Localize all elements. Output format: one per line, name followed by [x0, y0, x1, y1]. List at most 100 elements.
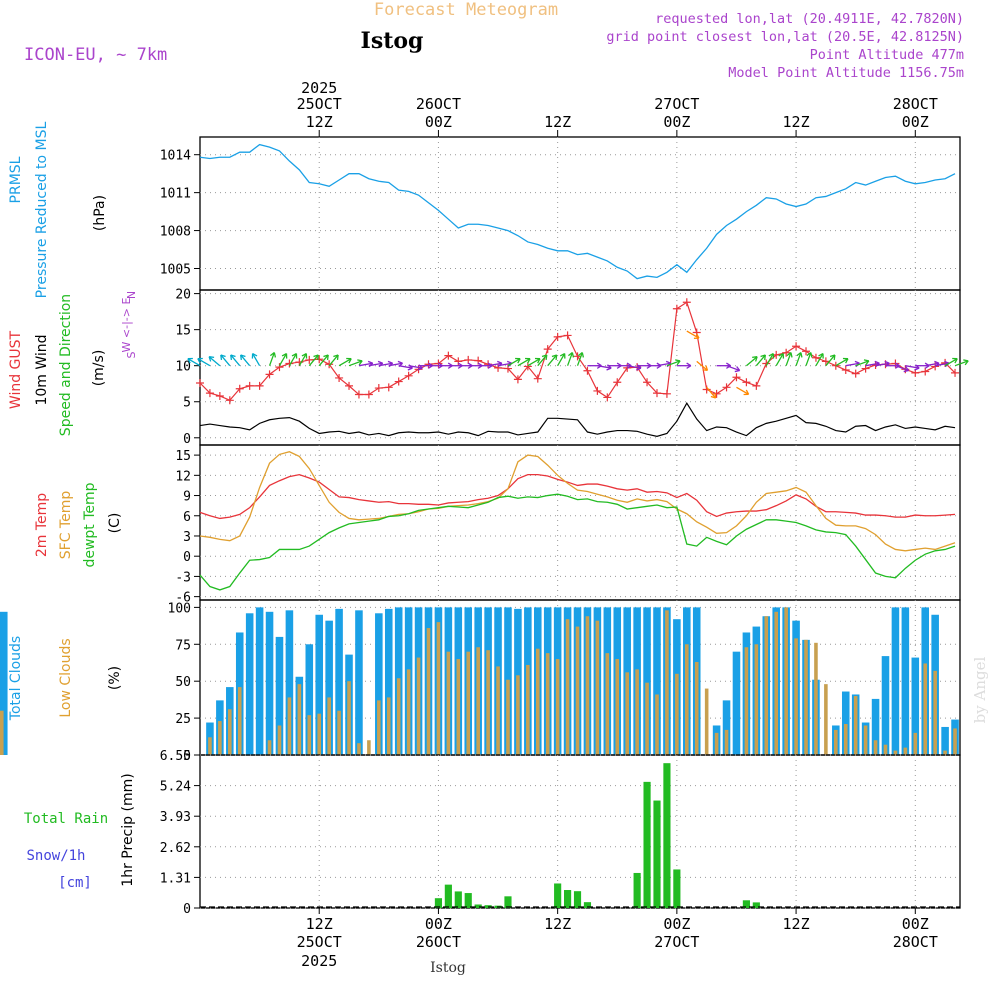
gust-marker	[196, 379, 204, 387]
wind-arrow	[845, 362, 860, 367]
wind-arrow	[547, 354, 558, 367]
wind-arrow	[954, 360, 969, 367]
wind-arrow	[398, 365, 413, 369]
low-cloud-bar	[625, 672, 629, 755]
y-tick-label: 5.24	[160, 780, 191, 795]
low-cloud-bar	[228, 709, 232, 755]
low-cloud-bar	[843, 724, 848, 755]
gust-marker	[662, 389, 671, 398]
y-axis-label: (%)	[107, 666, 123, 690]
y-axis-label: Speed and Direction	[58, 294, 74, 436]
low-cloud-bar	[635, 669, 639, 755]
temp2m-line	[199, 473, 956, 520]
bottom-time-label: 25OCT	[297, 933, 342, 951]
top-time-label: 12Z	[544, 113, 571, 131]
gust-marker	[682, 298, 691, 307]
y-tick-label: 1008	[160, 225, 191, 240]
low-cloud-bar	[794, 638, 798, 755]
wind-arrowhead	[818, 352, 824, 359]
wind-arrowhead	[675, 359, 681, 366]
bottom-time-label: 27OCT	[654, 933, 699, 951]
panel-wind: 0 5 10 15 20 Wind GUST 10m Wind Speed and Direc…	[8, 288, 969, 447]
gust-marker	[464, 355, 473, 364]
low-cloud-bar	[784, 607, 788, 755]
rain-bar	[504, 896, 512, 908]
gust-marker	[225, 396, 234, 405]
compass-north: N	[125, 291, 138, 299]
wind-arrowhead	[323, 354, 329, 361]
gust-marker	[921, 367, 930, 376]
rain-bar	[742, 900, 750, 908]
low-cloud-bar	[893, 750, 898, 755]
low-cloud-bar	[496, 666, 500, 755]
panel-frame	[199, 136, 961, 291]
low-cloud-bar	[377, 700, 381, 755]
low-cloud-bar	[943, 750, 947, 755]
rain-bar	[474, 904, 482, 908]
low-cloud-bar	[0, 710, 4, 755]
y-axis-label: Total Clouds	[8, 636, 24, 721]
wind-arrowhead	[842, 357, 849, 364]
y-axis-label: PRMSL	[8, 156, 24, 203]
y-tick-label: 12	[175, 469, 191, 484]
dewpt-line	[199, 493, 956, 591]
top-time-label: 28OCT	[893, 95, 938, 113]
wind-arrow	[765, 353, 774, 367]
y-axis-label: 1hr Precip (mm)	[120, 773, 136, 886]
low-cloud-bar	[555, 659, 560, 755]
wind-arrowhead	[269, 352, 277, 358]
low-cloud-bar	[585, 616, 590, 755]
gust-marker	[603, 393, 612, 402]
wind-arrowhead	[541, 354, 548, 361]
wind-arrow	[835, 358, 849, 367]
gust-marker	[215, 391, 224, 400]
bottom-time-label: 26OCT	[416, 933, 461, 951]
rain-bar	[434, 898, 443, 908]
y-tick-label: 3.93	[160, 810, 191, 825]
total-cloud-bar	[891, 607, 900, 755]
low-cloud-bar	[605, 653, 610, 755]
low-cloud-bar	[297, 684, 302, 755]
wind-arrow	[378, 362, 393, 367]
total-cloud-bar	[245, 613, 254, 755]
wind-arrowhead	[281, 352, 288, 359]
gust-marker	[533, 374, 542, 383]
top-time-label: 12Z	[783, 113, 810, 131]
footer-location: Istog	[430, 960, 466, 976]
wind-arrowhead	[357, 359, 363, 366]
wind-arrowhead	[760, 354, 766, 361]
wind-arrowhead	[251, 352, 258, 359]
bottom-time-label: 00Z	[663, 915, 690, 933]
wind-arrow	[220, 354, 231, 367]
gust-marker	[384, 383, 393, 392]
low-cloud-bar	[595, 620, 600, 755]
wind-arrowhead	[963, 359, 969, 366]
total-cloud-bar	[325, 620, 333, 755]
total-cloud-bar	[355, 610, 363, 755]
wind10m-line	[199, 402, 956, 437]
gust-marker	[802, 347, 811, 356]
y-tick-label: 100	[168, 601, 191, 616]
gust-marker	[762, 359, 771, 368]
wind-arrowhead	[333, 354, 339, 361]
total-cloud-bar	[722, 700, 731, 755]
y-tick-label: 1.31	[160, 871, 191, 886]
y-tick-label: 20	[175, 288, 191, 303]
wind-arrow	[875, 362, 890, 367]
low-cloud-bar	[516, 675, 520, 755]
rain-bar	[673, 869, 681, 908]
wind-arrow	[785, 352, 792, 366]
gust-marker	[553, 332, 562, 341]
wind-arrowhead	[230, 354, 236, 361]
gust-marker	[742, 378, 751, 387]
wind-arrowhead	[702, 365, 709, 372]
total-cloud-bar	[315, 614, 323, 755]
y-tick-label: 9	[183, 490, 191, 505]
rain-bar	[444, 884, 452, 908]
wind-arrow	[187, 358, 201, 367]
wind-arrow	[656, 362, 671, 367]
gust-marker	[593, 386, 602, 395]
wind-arrowhead	[551, 354, 558, 361]
gust-marker	[205, 389, 214, 398]
